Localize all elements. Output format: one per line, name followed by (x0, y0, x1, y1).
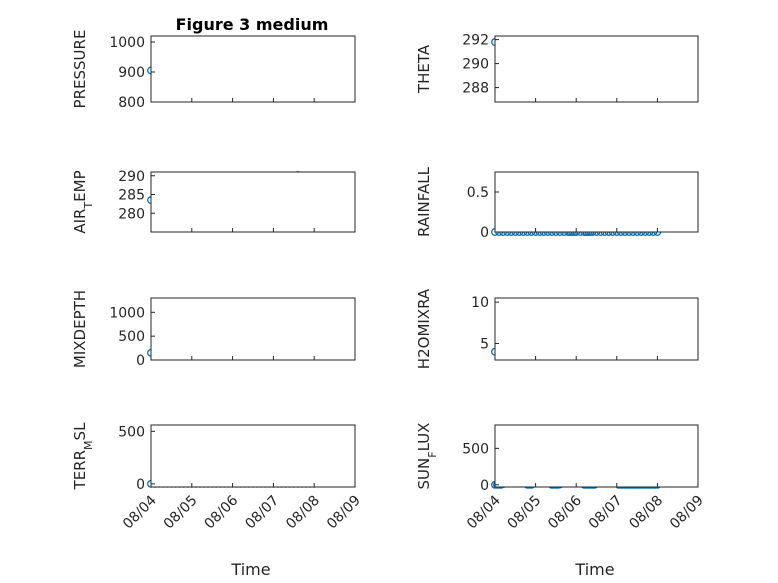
y-tick-label: 10 (471, 295, 489, 311)
y-tick-label: 285 (118, 188, 145, 204)
axes-box (494, 171, 699, 233)
y-tick-label: 1000 (109, 35, 145, 51)
y-tick-label: 900 (118, 65, 145, 81)
axes-box (494, 424, 699, 488)
y-axis-label: RAINFALL (415, 166, 433, 237)
subplot-rainfall: 0 0.5 RAINFALL (415, 166, 699, 241)
y-axis-label: AIRTEMP (71, 170, 95, 233)
y-tick-label: 280 (118, 206, 145, 222)
subplot-air-temp: 280 285 290 AIRTEMP (71, 169, 356, 234)
y-tick-label: 500 (118, 329, 145, 345)
y-tick-label: 0 (480, 225, 489, 241)
figure-title: Figure 3 medium (176, 15, 329, 34)
y-tick-label: 800 (118, 95, 145, 111)
y-tick-label: 0 (136, 353, 145, 369)
axes-box (494, 35, 699, 103)
y-tick-label: 1000 (109, 305, 145, 321)
subplot-pressure: 800 900 1000 PRESSURE (71, 30, 356, 111)
y-tick-label: 0.5 (467, 185, 489, 201)
y-axis-label: SUNFLUX (415, 423, 439, 490)
subplot-theta: 288 290 292 THETA (415, 33, 699, 103)
subplot-mixdepth: 0 500 1000 MIXDEPTH (71, 290, 356, 369)
y-tick-label: 0 (480, 478, 489, 494)
y-tick-label: 290 (118, 169, 145, 185)
y-axis-label: MIXDEPTH (71, 290, 89, 368)
x-axis-label-left: Time (230, 560, 270, 579)
y-axis-label: H2OMIXRA (415, 288, 433, 369)
axes-box (150, 171, 356, 233)
y-axis-label: TERRMSL (71, 422, 95, 491)
y-tick-label: 500 (462, 441, 489, 457)
y-tick-label: 290 (462, 57, 489, 73)
x-axis-label-right: Time (574, 560, 614, 579)
y-tick-label: 500 (118, 424, 145, 440)
axes-box (150, 424, 356, 488)
y-tick-label: 292 (462, 33, 489, 49)
axes-box (150, 35, 356, 103)
y-axis-label: PRESSURE (71, 30, 89, 109)
y-tick-label: 288 (462, 81, 489, 97)
y-axis-label: THETA (415, 44, 433, 94)
y-tick-label: 0 (136, 477, 145, 493)
subplot-h2omixra: 5 10 H2OMIXRA (415, 288, 699, 369)
axes-box (494, 297, 699, 361)
axes-box (150, 297, 356, 361)
y-tick-label: 5 (480, 336, 489, 352)
